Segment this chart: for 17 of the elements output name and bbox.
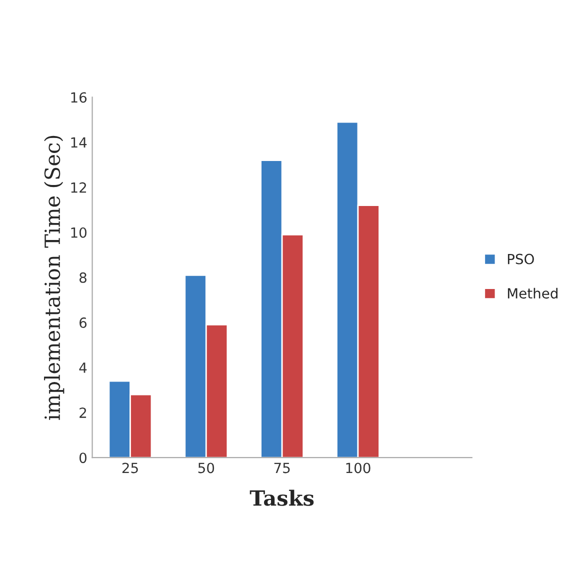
x-tick-label: 75 [274,462,290,474]
y-tick-label: 16 [71,92,87,103]
legend-label: PSO [508,254,534,264]
y-tick-label: 2 [80,408,86,418]
y-tick-label: 10 [71,227,86,238]
x-tick-label: 50 [198,462,214,474]
y-tick-label: 4 [79,362,87,373]
y-axis-title: implementation Time (Sec) [44,136,64,420]
y-tick-label: 6 [80,317,87,328]
legend-label: Methed [508,288,558,299]
y-tick-label: 8 [80,272,86,283]
x-tick-label: 100 [346,462,370,474]
y-tick-label: 12 [71,182,86,193]
y-tick-label: 0 [79,452,86,464]
x-tick-label: 25 [122,462,138,474]
x-axis-title: Tasks [250,490,314,506]
y-tick-label: 14 [71,137,87,148]
